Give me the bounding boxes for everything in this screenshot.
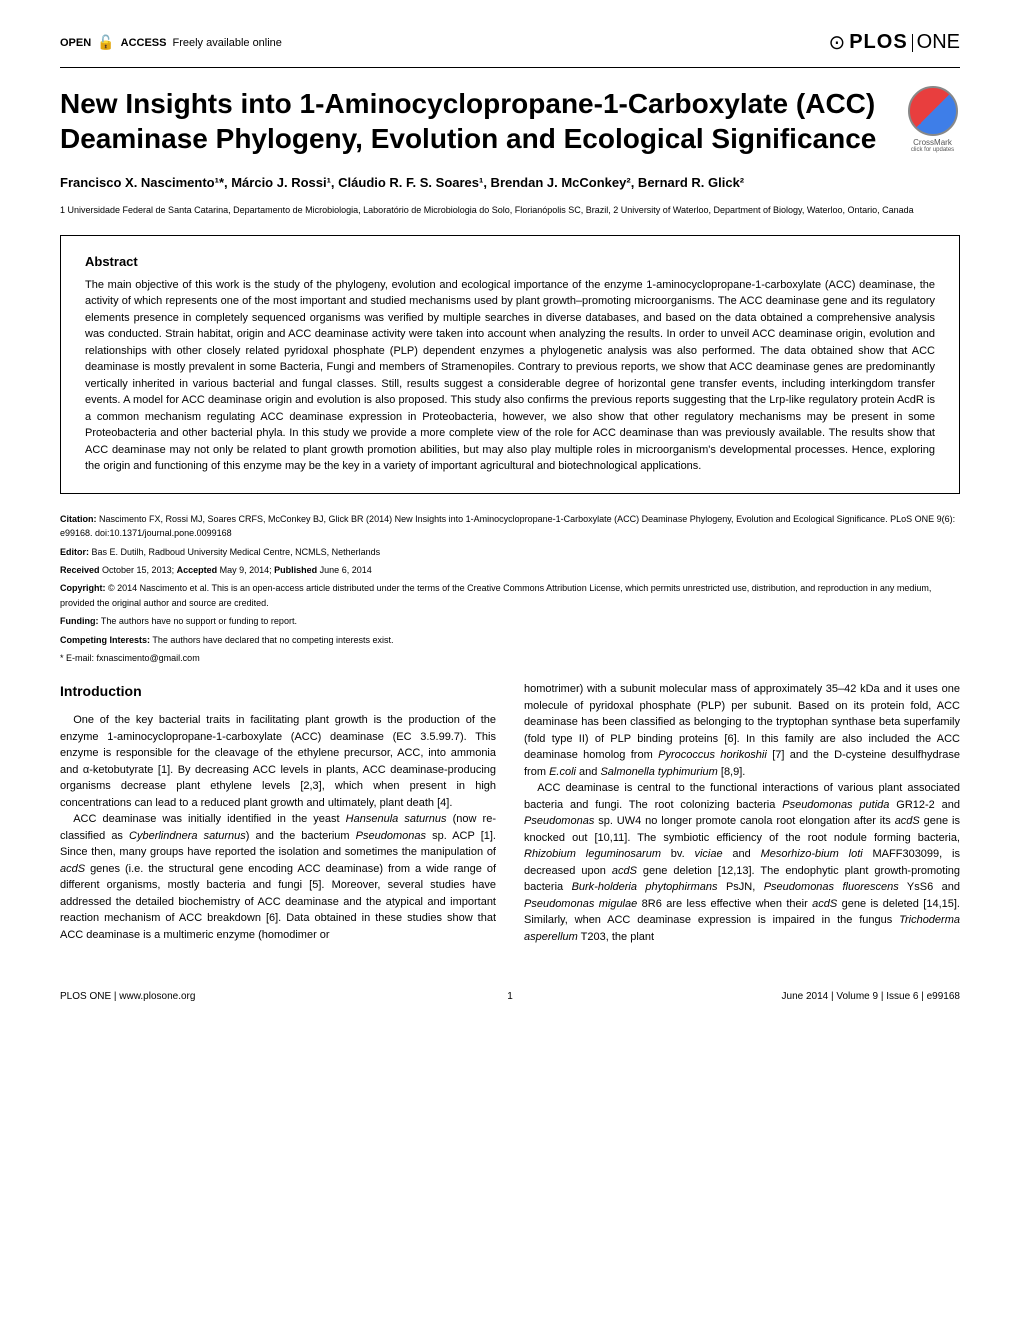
article-title: New Insights into 1-Aminocyclopropane-1-… (60, 86, 885, 156)
c2p1c: and (576, 766, 600, 778)
c2p2j: YsS6 and (899, 881, 960, 893)
plos-dot-icon: ⊙ (828, 30, 845, 55)
p2e: genes (i.e. the structural gene encoding… (60, 863, 496, 941)
c2p2e: bv. (661, 848, 694, 860)
introduction-heading: Introduction (60, 681, 496, 702)
abstract-box: Abstract The main objective of this work… (60, 235, 960, 494)
c2p2c: sp. UW4 no longer promote canola root el… (594, 815, 894, 827)
author-list: Francisco X. Nascimento¹*, Márcio J. Ros… (60, 174, 960, 192)
crossmark-label: CrossMark (905, 138, 960, 147)
species-pyrococcus: Pyrococcus horikoshii (658, 749, 767, 761)
published-text: June 6, 2014 (317, 565, 372, 575)
c2p2i: PsJN, (718, 881, 764, 893)
p2a: ACC deaminase was initially identified i… (73, 813, 345, 825)
open-access-badge: OPEN 🔓 ACCESS Freely available online (60, 34, 282, 51)
email-label: * E-mail: (60, 653, 94, 663)
editor-label: Editor: (60, 547, 89, 557)
plos-logo: ⊙ PLOS ONE (828, 30, 960, 55)
species-putida: Pseudomonas putida (782, 799, 889, 811)
citation-label: Citation: (60, 514, 97, 524)
c2p2k: 8R6 are less effective when their (637, 898, 812, 910)
species-mesorhizobium: Mesorhizo-bium loti (761, 848, 863, 860)
copyright-line: Copyright: © 2014 Nascimento et al. This… (60, 581, 960, 610)
funding-label: Funding: (60, 616, 98, 626)
access-label: ACCESS (121, 37, 167, 49)
email-line: * E-mail: fxnascimento@gmail.com (60, 651, 960, 665)
gene-acds-3: acdS (612, 865, 637, 877)
affiliations: 1 Universidade Federal de Santa Catarina… (60, 204, 960, 217)
gene-acds-2: acdS (895, 815, 920, 827)
species-burkholderia: Burk-holderia phytophirmans (572, 881, 718, 893)
freely-available-label: Freely available online (172, 37, 281, 49)
citation-line: Citation: Nascimento FX, Rossi MJ, Soare… (60, 512, 960, 541)
published-label: Published (274, 565, 317, 575)
col2-p1: homotrimer) with a subunit molecular mas… (524, 681, 960, 780)
species-cyberlindnera: Cyberlindnera saturnus (129, 830, 246, 842)
citation-text: Nascimento FX, Rossi MJ, Soares CRFS, Mc… (60, 514, 955, 538)
c2p2f: and (723, 848, 761, 860)
copyright-label: Copyright: (60, 583, 106, 593)
c2p2b: GR12-2 and (889, 799, 960, 811)
editor-text: Bas E. Dutilh, Radboud University Medica… (89, 547, 380, 557)
c2p2m: T203, the plant (578, 931, 654, 943)
column-right: homotrimer) with a subunit molecular mas… (524, 681, 960, 945)
footer-page-number: 1 (360, 991, 660, 1002)
species-pseudomonas-2: Pseudomonas (524, 815, 594, 827)
footer-left: PLOS ONE | www.plosone.org (60, 991, 360, 1002)
p2c: ) and the bacterium (246, 830, 356, 842)
page-footer: PLOS ONE | www.plosone.org 1 June 2014 |… (60, 985, 960, 1002)
one-text: ONE (917, 31, 960, 54)
column-left: Introduction One of the key bacterial tr… (60, 681, 496, 945)
species-ecoli: E.coli (549, 766, 576, 778)
editor-line: Editor: Bas E. Dutilh, Radboud Universit… (60, 545, 960, 559)
received-text: October 15, 2013; (100, 565, 177, 575)
plos-text: PLOS (849, 31, 907, 54)
species-viciae: viciae (694, 848, 722, 860)
header-row: OPEN 🔓 ACCESS Freely available online ⊙ … (60, 30, 960, 55)
article-meta: Citation: Nascimento FX, Rossi MJ, Soare… (60, 512, 960, 666)
funding-line: Funding: The authors have no support or … (60, 614, 960, 628)
copyright-text: © 2014 Nascimento et al. This is an open… (60, 583, 931, 607)
accepted-label: Accepted (177, 565, 218, 575)
accepted-text: May 9, 2014; (217, 565, 274, 575)
competing-line: Competing Interests: The authors have de… (60, 633, 960, 647)
competing-label: Competing Interests: (60, 635, 150, 645)
dates-line: Received October 15, 2013; Accepted May … (60, 563, 960, 577)
species-pseudomonas: Pseudomonas (356, 830, 426, 842)
abstract-text: The main objective of this work is the s… (85, 277, 935, 475)
received-label: Received (60, 565, 100, 575)
species-migulae: Pseudomonas migulae (524, 898, 637, 910)
open-label: OPEN (60, 37, 91, 49)
header-divider (60, 67, 960, 68)
species-fluorescens: Pseudomonas fluorescens (764, 881, 899, 893)
abstract-heading: Abstract (85, 254, 935, 269)
gene-acds: acdS (60, 863, 85, 875)
body-columns: Introduction One of the key bacterial tr… (60, 681, 960, 945)
species-hansenula: Hansenula saturnus (346, 813, 447, 825)
logo-divider (912, 34, 913, 52)
intro-p2: ACC deaminase was initially identified i… (60, 811, 496, 943)
gene-acds-4: acdS (812, 898, 837, 910)
intro-p1: One of the key bacterial traits in facil… (60, 712, 496, 811)
col2-p2: ACC deaminase is central to the function… (524, 780, 960, 945)
species-rhizobium: Rhizobium leguminosarum (524, 848, 661, 860)
c2p1d: [8,9]. (718, 766, 746, 778)
crossmark-sublabel: click for updates (905, 147, 960, 153)
footer-right: June 2014 | Volume 9 | Issue 6 | e99168 (660, 991, 960, 1002)
funding-text: The authors have no support or funding t… (98, 616, 296, 626)
email-text: fxnascimento@gmail.com (94, 653, 200, 663)
crossmark-icon (908, 86, 958, 136)
competing-text: The authors have declared that no compet… (150, 635, 393, 645)
open-access-icon: 🔓 (97, 34, 114, 51)
crossmark-badge[interactable]: CrossMark click for updates (905, 86, 960, 153)
species-salmonella: Salmonella typhimurium (600, 766, 717, 778)
